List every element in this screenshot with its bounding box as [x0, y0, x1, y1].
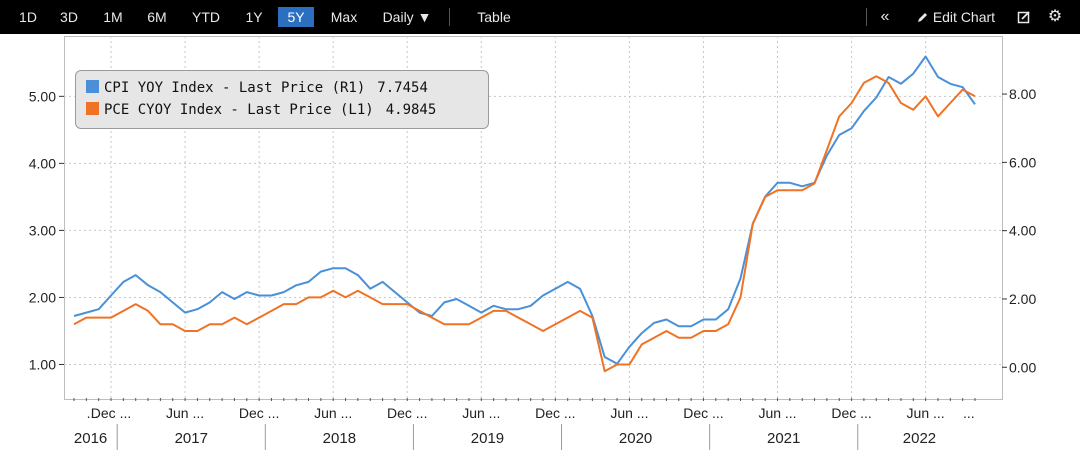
x-axis-month-label: Jun ...	[462, 405, 500, 421]
left-axis-tick-label: 2.00	[29, 289, 56, 305]
x-axis-month-label: Dec ...	[831, 405, 871, 421]
right-axis-tick-label: 4.00	[1009, 223, 1036, 239]
legend-swatch-cpi	[86, 80, 99, 93]
right-axis-tick-label: 2.00	[1009, 291, 1036, 307]
x-axis-month-label: Jun ...	[907, 405, 945, 421]
x-axis-month-label: Dec ...	[387, 405, 427, 421]
x-axis-year-label: 2020	[619, 430, 652, 447]
left-axis-tick-label: 4.00	[29, 155, 56, 171]
period-button-5y[interactable]: 5Y	[278, 7, 314, 27]
x-axis-year-label: 2019	[471, 430, 504, 447]
legend-swatch-pce	[86, 102, 99, 115]
x-axis-month-label: ...	[963, 405, 975, 421]
legend-label-pce: PCE CYOY Index - Last Price (L1)	[104, 102, 374, 118]
edit-chart-button[interactable]: Edit Chart	[904, 7, 1008, 27]
cpi-series-line	[73, 55, 976, 365]
collapse-icon[interactable]: «	[880, 8, 890, 25]
x-axis-month-label: Jun ...	[758, 405, 796, 421]
period-button-max[interactable]: Max	[330, 9, 358, 25]
x-axis-month-label: ...	[87, 405, 99, 421]
toolbar-divider	[449, 8, 450, 26]
x-axis-month-label: Dec ...	[535, 405, 575, 421]
dropdown-arrow-icon: ▼	[417, 9, 432, 25]
x-axis-month-label: Dec ...	[239, 405, 279, 421]
x-axis-year-label: 2017	[175, 430, 208, 447]
gear-icon[interactable]: ⚙	[1047, 8, 1063, 25]
x-axis-month-label: Jun ...	[314, 405, 352, 421]
x-axis-month-label: Dec ...	[683, 405, 723, 421]
frequency-dropdown[interactable]: Daily ▼	[374, 7, 440, 27]
x-axis-year-label: 2018	[323, 430, 356, 447]
right-axis-tick-label: 8.00	[1009, 86, 1036, 102]
x-axis-year-label: 2021	[767, 430, 800, 447]
x-axis-month-label: Dec ...	[91, 405, 131, 421]
right-axis-tick-label: 0.00	[1009, 359, 1036, 375]
chart-legend: CPI YOY Index - Last Price (R1) 7.7454 PC…	[75, 70, 489, 129]
axis-layer: 1.00 2.00 3.00 4.00 5.00 0.00 2.00 4.00 6.00 8.00…	[29, 86, 1036, 450]
period-button-1m[interactable]: 1M	[103, 9, 123, 25]
pencil-icon	[917, 9, 933, 25]
x-axis-year-label: 2022	[903, 430, 936, 447]
period-button-3d[interactable]: 3D	[60, 9, 78, 25]
left-axis-tick-label: 5.00	[29, 88, 56, 104]
series-layer	[73, 55, 976, 373]
legend-value-pce: 4.9845	[385, 102, 437, 118]
legend-item-pce: PCE CYOY Index - Last Price (L1) 4.9845	[86, 99, 478, 121]
pce-series-line	[73, 75, 976, 373]
x-axis-month-label: Jun ...	[610, 405, 648, 421]
legend-label-cpi: CPI YOY Index - Last Price (R1)	[104, 80, 366, 96]
legend-value-cpi: 7.7454	[377, 80, 428, 96]
period-button-ytd[interactable]: YTD	[192, 9, 220, 25]
period-button-1y[interactable]: 1Y	[245, 9, 263, 25]
grid-layer	[64, 36, 1002, 398]
edit-box-icon[interactable]	[1014, 7, 1034, 27]
table-button[interactable]: Table	[477, 9, 511, 25]
legend-item-cpi: CPI YOY Index - Last Price (R1) 7.7454	[86, 77, 478, 99]
right-axis-tick-label: 6.00	[1009, 154, 1036, 170]
period-button-1d[interactable]: 1D	[19, 9, 37, 25]
x-axis-year-label: 2016	[74, 430, 107, 447]
left-axis-tick-label: 1.00	[29, 356, 56, 372]
frequency-label: Daily	[382, 9, 414, 25]
chart-toolbar: 1D 3D 1M 6M YTD 1Y 5Y Max Daily ▼ Table …	[0, 0, 1080, 34]
period-button-6m[interactable]: 6M	[147, 9, 167, 25]
toolbar-divider	[866, 8, 867, 26]
left-axis-tick-label: 3.00	[29, 222, 56, 238]
x-axis-month-label: Jun ...	[166, 405, 204, 421]
edit-chart-label: Edit Chart	[932, 9, 996, 25]
